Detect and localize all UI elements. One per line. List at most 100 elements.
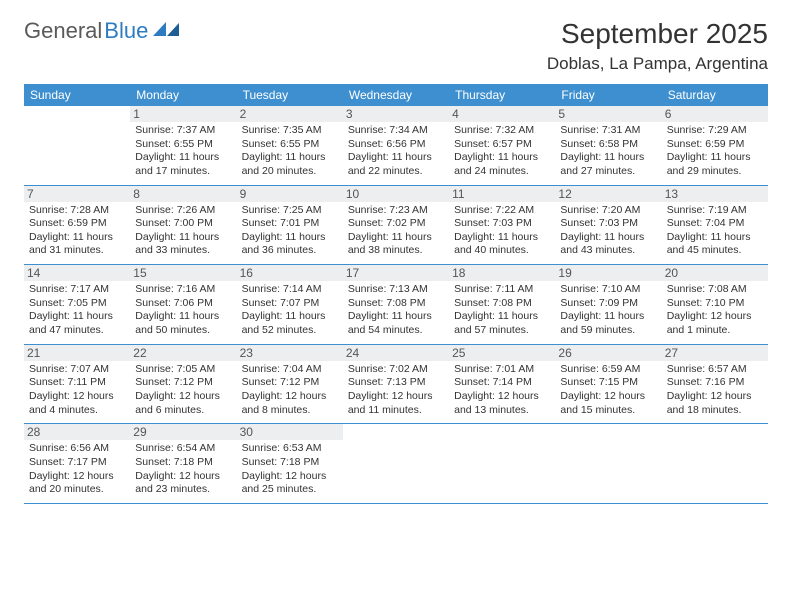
day-number: 8 [130, 186, 236, 202]
day-cell: 6Sunrise: 7:29 AMSunset: 6:59 PMDaylight… [662, 106, 768, 185]
daylight-line-2: and 1 minute. [667, 324, 763, 338]
daylight-line-2: and 40 minutes. [454, 244, 550, 258]
sunrise-line: Sunrise: 7:28 AM [29, 204, 125, 218]
daylight-line-2: and 31 minutes. [29, 244, 125, 258]
daylight-line-2: and 29 minutes. [667, 165, 763, 179]
dayname-sunday: Sunday [24, 84, 130, 106]
day-number: 28 [24, 424, 130, 440]
sunrise-line: Sunrise: 7:34 AM [348, 124, 444, 138]
daylight-line-2: and 6 minutes. [135, 404, 231, 418]
day-cell: 19Sunrise: 7:10 AMSunset: 7:09 PMDayligh… [555, 265, 661, 344]
logo-text-1: General [24, 18, 102, 44]
sunset-line: Sunset: 7:12 PM [242, 376, 338, 390]
sunset-line: Sunset: 7:00 PM [135, 217, 231, 231]
daylight-line-1: Daylight: 11 hours [348, 231, 444, 245]
dayname-row: Sunday Monday Tuesday Wednesday Thursday… [24, 84, 768, 106]
sunset-line: Sunset: 7:13 PM [348, 376, 444, 390]
daylight-line-1: Daylight: 11 hours [135, 151, 231, 165]
sunrise-line: Sunrise: 7:07 AM [29, 363, 125, 377]
daylight-line-2: and 25 minutes. [242, 483, 338, 497]
sunset-line: Sunset: 7:04 PM [667, 217, 763, 231]
daylight-line-2: and 50 minutes. [135, 324, 231, 338]
day-number: 9 [237, 186, 343, 202]
title-block: September 2025 Doblas, La Pampa, Argenti… [547, 18, 768, 74]
daylight-line-2: and 15 minutes. [560, 404, 656, 418]
sunrise-line: Sunrise: 7:25 AM [242, 204, 338, 218]
sunrise-line: Sunrise: 6:54 AM [135, 442, 231, 456]
day-cell: 1Sunrise: 7:37 AMSunset: 6:55 PMDaylight… [130, 106, 236, 185]
daylight-line-2: and 4 minutes. [29, 404, 125, 418]
day-number: 19 [555, 265, 661, 281]
day-cell: 17Sunrise: 7:13 AMSunset: 7:08 PMDayligh… [343, 265, 449, 344]
sunrise-line: Sunrise: 7:13 AM [348, 283, 444, 297]
day-number: 14 [24, 265, 130, 281]
daylight-line-1: Daylight: 11 hours [29, 231, 125, 245]
day-cell [343, 424, 449, 503]
sunrise-line: Sunrise: 7:31 AM [560, 124, 656, 138]
day-cell: 26Sunrise: 6:59 AMSunset: 7:15 PMDayligh… [555, 345, 661, 424]
daylight-line-2: and 8 minutes. [242, 404, 338, 418]
sunset-line: Sunset: 6:58 PM [560, 138, 656, 152]
day-number: 21 [24, 345, 130, 361]
day-cell: 4Sunrise: 7:32 AMSunset: 6:57 PMDaylight… [449, 106, 555, 185]
day-number: 22 [130, 345, 236, 361]
sunrise-line: Sunrise: 7:35 AM [242, 124, 338, 138]
daylight-line-2: and 38 minutes. [348, 244, 444, 258]
sunset-line: Sunset: 7:08 PM [454, 297, 550, 311]
day-cell: 22Sunrise: 7:05 AMSunset: 7:12 PMDayligh… [130, 345, 236, 424]
day-cell: 30Sunrise: 6:53 AMSunset: 7:18 PMDayligh… [237, 424, 343, 503]
dayname-tuesday: Tuesday [237, 84, 343, 106]
logo-text-2: Blue [104, 18, 148, 44]
logo: GeneralBlue [24, 18, 179, 44]
daylight-line-2: and 18 minutes. [667, 404, 763, 418]
daylight-line-2: and 22 minutes. [348, 165, 444, 179]
day-number: 1 [130, 106, 236, 122]
day-number: 26 [555, 345, 661, 361]
daylight-line-2: and 59 minutes. [560, 324, 656, 338]
sunrise-line: Sunrise: 7:08 AM [667, 283, 763, 297]
daylight-line-1: Daylight: 12 hours [667, 390, 763, 404]
day-number: 15 [130, 265, 236, 281]
day-cell: 21Sunrise: 7:07 AMSunset: 7:11 PMDayligh… [24, 345, 130, 424]
day-cell: 5Sunrise: 7:31 AMSunset: 6:58 PMDaylight… [555, 106, 661, 185]
day-number: 18 [449, 265, 555, 281]
sunset-line: Sunset: 6:56 PM [348, 138, 444, 152]
daylight-line-2: and 45 minutes. [667, 244, 763, 258]
calendar: Sunday Monday Tuesday Wednesday Thursday… [24, 84, 768, 504]
sunrise-line: Sunrise: 7:02 AM [348, 363, 444, 377]
daylight-line-2: and 47 minutes. [29, 324, 125, 338]
sunrise-line: Sunrise: 7:32 AM [454, 124, 550, 138]
daylight-line-1: Daylight: 11 hours [29, 310, 125, 324]
day-number: 17 [343, 265, 449, 281]
day-number: 2 [237, 106, 343, 122]
sunset-line: Sunset: 7:06 PM [135, 297, 231, 311]
daylight-line-1: Daylight: 11 hours [242, 151, 338, 165]
sunset-line: Sunset: 7:15 PM [560, 376, 656, 390]
sunset-line: Sunset: 7:03 PM [454, 217, 550, 231]
daylight-line-1: Daylight: 11 hours [135, 231, 231, 245]
day-cell: 24Sunrise: 7:02 AMSunset: 7:13 PMDayligh… [343, 345, 449, 424]
day-cell: 16Sunrise: 7:14 AMSunset: 7:07 PMDayligh… [237, 265, 343, 344]
sunrise-line: Sunrise: 7:05 AM [135, 363, 231, 377]
day-cell: 7Sunrise: 7:28 AMSunset: 6:59 PMDaylight… [24, 186, 130, 265]
day-cell: 25Sunrise: 7:01 AMSunset: 7:14 PMDayligh… [449, 345, 555, 424]
daylight-line-2: and 33 minutes. [135, 244, 231, 258]
daylight-line-2: and 57 minutes. [454, 324, 550, 338]
daylight-line-1: Daylight: 12 hours [242, 390, 338, 404]
sunset-line: Sunset: 7:11 PM [29, 376, 125, 390]
sunset-line: Sunset: 7:17 PM [29, 456, 125, 470]
sunset-line: Sunset: 7:05 PM [29, 297, 125, 311]
daylight-line-2: and 54 minutes. [348, 324, 444, 338]
daylight-line-1: Daylight: 11 hours [667, 151, 763, 165]
day-cell [449, 424, 555, 503]
sunset-line: Sunset: 7:12 PM [135, 376, 231, 390]
daylight-line-1: Daylight: 11 hours [667, 231, 763, 245]
day-cell: 29Sunrise: 6:54 AMSunset: 7:18 PMDayligh… [130, 424, 236, 503]
daylight-line-1: Daylight: 12 hours [348, 390, 444, 404]
sunset-line: Sunset: 7:10 PM [667, 297, 763, 311]
sunset-line: Sunset: 7:07 PM [242, 297, 338, 311]
daylight-line-1: Daylight: 12 hours [242, 470, 338, 484]
weeks-container: 1Sunrise: 7:37 AMSunset: 6:55 PMDaylight… [24, 106, 768, 504]
sunset-line: Sunset: 7:02 PM [348, 217, 444, 231]
location-label: Doblas, La Pampa, Argentina [547, 54, 768, 74]
